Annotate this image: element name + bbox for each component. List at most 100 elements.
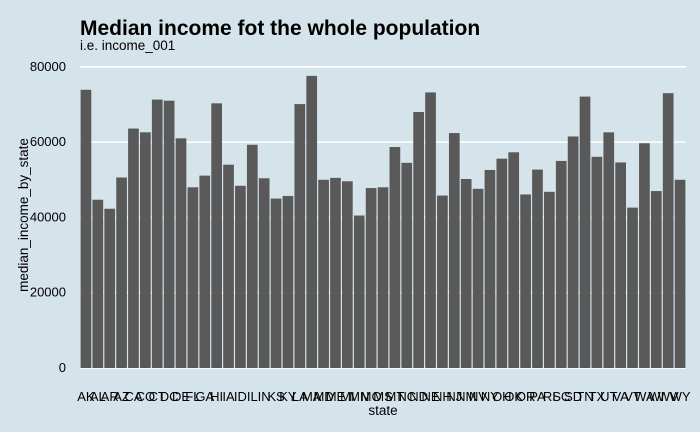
bar-mt: [389, 147, 401, 368]
x-tick-label-oh: OH: [492, 389, 512, 404]
x-tick-label-ny: NY: [481, 389, 499, 404]
x-tick-label-id: ID: [234, 389, 247, 404]
bar-mo: [365, 188, 377, 368]
bar-ms: [377, 187, 389, 368]
y-tick-label: 40000: [30, 209, 66, 224]
y-tick-label: 60000: [30, 134, 66, 149]
bar-ga: [199, 175, 211, 368]
bar-pa: [532, 169, 543, 368]
bar-id: [235, 185, 246, 368]
bar-hi: [211, 103, 222, 368]
bar-ky: [282, 195, 294, 368]
bar-sc: [555, 160, 567, 368]
x-tick-label-nm: NM: [456, 389, 476, 404]
x-tick-label-wi: WI: [648, 389, 664, 404]
x-tick-label-tn: TN: [576, 389, 593, 404]
x-tick-label-pa: PA: [529, 389, 546, 404]
x-tick-label-wv: WV: [658, 389, 679, 404]
bar-mn: [353, 215, 365, 368]
x-tick-label-va: VA: [612, 389, 629, 404]
y-tick-label: 20000: [30, 285, 66, 300]
bar-il: [246, 144, 258, 368]
bar-co: [140, 132, 151, 368]
bar-md: [318, 179, 329, 368]
x-tick-label-mi: MI: [340, 389, 354, 404]
x-tick-label-me: ME: [326, 389, 346, 404]
x-tick-label-ks: KS: [267, 389, 285, 404]
bar-ia: [223, 164, 234, 368]
bar-wa: [639, 143, 650, 368]
bar-mi: [342, 181, 353, 368]
x-tick-label-ma: MA: [302, 389, 322, 404]
bar-or: [520, 194, 531, 368]
bar-nv: [472, 188, 484, 368]
bar-fl: [187, 187, 199, 368]
x-tick-label-ar: AR: [101, 389, 119, 404]
bar-vt: [627, 207, 638, 368]
x-tick-label-fl: FL: [185, 389, 200, 404]
x-tick-label-de: DE: [172, 389, 190, 404]
x-tick-label-ut: UT: [600, 389, 617, 404]
bar-ca: [128, 128, 139, 368]
x-tick-label-ms: MS: [373, 389, 393, 404]
x-tick-label-co: CO: [136, 389, 156, 404]
bar-ak: [80, 89, 92, 368]
x-tick-label-nd: ND: [409, 389, 428, 404]
chart-title: Median income fot the whole population: [80, 17, 480, 40]
x-tick-label-tx: TX: [589, 389, 606, 404]
x-tick-label-sd: SD: [564, 389, 582, 404]
y-tick-label: 0: [59, 360, 66, 375]
x-tick-label-nh: NH: [433, 389, 452, 404]
bar-ar: [104, 208, 116, 368]
bar-ok: [508, 152, 520, 368]
x-tick-label-wy: WY: [670, 389, 691, 404]
y-tick-label: 80000: [30, 59, 66, 74]
bar-nj: [448, 133, 460, 368]
bar-la: [294, 104, 306, 368]
bar-ma: [306, 75, 318, 368]
bar-al: [92, 199, 104, 368]
bar-sd: [567, 136, 579, 368]
x-tick-label-ne: NE: [421, 389, 439, 404]
x-tick-label-ak: AK: [77, 389, 95, 404]
bar-wi: [650, 191, 662, 368]
bar-wy: [674, 179, 686, 368]
bar-ut: [603, 132, 615, 368]
x-tick-label-mt: MT: [385, 389, 404, 404]
x-tick-label-al: AL: [90, 389, 106, 404]
bar-in: [258, 178, 270, 368]
bar-tn: [579, 96, 591, 369]
bar-tx: [591, 156, 603, 368]
x-tick-label-ga: GA: [195, 389, 214, 404]
bar-nh: [437, 195, 448, 368]
bar-oh: [496, 158, 508, 368]
x-tick-label-ok: OK: [504, 389, 523, 404]
x-tick-label-ca: CA: [124, 389, 142, 404]
bar-nm: [460, 179, 472, 368]
x-axis-title: state: [368, 403, 397, 418]
bar-ri: [544, 191, 555, 368]
x-tick-label-mo: MO: [361, 389, 382, 404]
x-tick-label-in: IN: [258, 389, 271, 404]
bars: [80, 75, 686, 369]
bar-nd: [413, 112, 424, 368]
x-tick-label-hi: HI: [210, 389, 223, 404]
x-tick-label-md: MD: [313, 389, 333, 404]
bar-ne: [425, 92, 436, 369]
x-tick-label-nv: NV: [469, 389, 487, 404]
x-tick-label-nc: NC: [397, 389, 416, 404]
y-axis-title: median_income_by_state: [16, 138, 31, 292]
x-tick-label-ia: IA: [222, 389, 235, 404]
bar-ny: [484, 169, 496, 368]
x-tick-label-or: OR: [516, 389, 536, 404]
y-tick-labels: 0 20000 40000 60000 80000: [30, 59, 66, 375]
x-tick-label-il: IL: [247, 389, 258, 404]
x-tick-label-ri: RI: [543, 389, 556, 404]
x-tick-label-ct: CT: [149, 389, 166, 404]
bar-wv: [662, 93, 674, 369]
bar-de: [175, 138, 187, 368]
x-tick-label-dc: DC: [160, 389, 179, 404]
